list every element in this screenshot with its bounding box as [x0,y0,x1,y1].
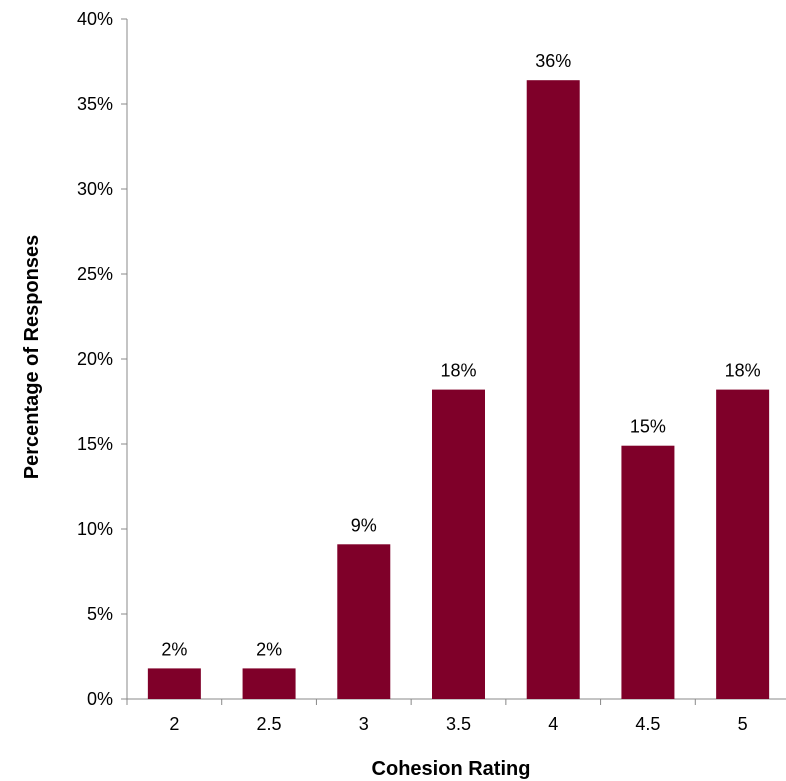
y-tick-label: 30% [77,179,113,199]
bar-value-label: 9% [351,515,377,535]
x-tick-label: 5 [738,714,748,734]
bar-value-label: 36% [535,51,571,71]
x-tick-label: 3 [359,714,369,734]
x-tick-label: 4 [548,714,558,734]
x-tick-label: 4.5 [635,714,660,734]
y-axis-title: Percentage of Responses [21,235,43,480]
bar [147,668,201,699]
y-tick-label: 20% [77,349,113,369]
bar [716,389,770,699]
y-tick-label: 0% [87,689,113,709]
x-axis-title: Cohesion Rating [372,758,531,780]
bar-value-label: 2% [256,639,282,659]
y-tick-label: 25% [77,264,113,284]
y-axis: 0% 5% 10% 15% 20% 25% 30% 35% 40% [77,9,128,709]
bar [337,544,391,699]
x-tick-label: 3.5 [446,714,471,734]
bar [242,668,296,699]
bar-value-label: 15% [630,417,666,437]
bar [621,445,675,699]
x-axis: 2 2.5 3 3.5 4 4.5 5 [126,698,786,734]
y-tick-label: 40% [77,9,113,29]
x-tick-label: 2.5 [257,714,282,734]
data-labels: 2% 2% 9% 18% 36% 15% 18% [161,51,760,659]
bar [526,80,580,699]
bars [147,80,770,699]
bar-value-label: 2% [161,639,187,659]
y-tick-label: 5% [87,604,113,624]
bar-value-label: 18% [440,361,476,381]
y-tick-label: 35% [77,94,113,114]
y-tick-label: 15% [77,434,113,454]
bar [432,389,485,699]
y-tick-label: 10% [77,519,113,539]
bar-value-label: 18% [725,361,761,381]
x-tick-label: 2 [169,714,179,734]
